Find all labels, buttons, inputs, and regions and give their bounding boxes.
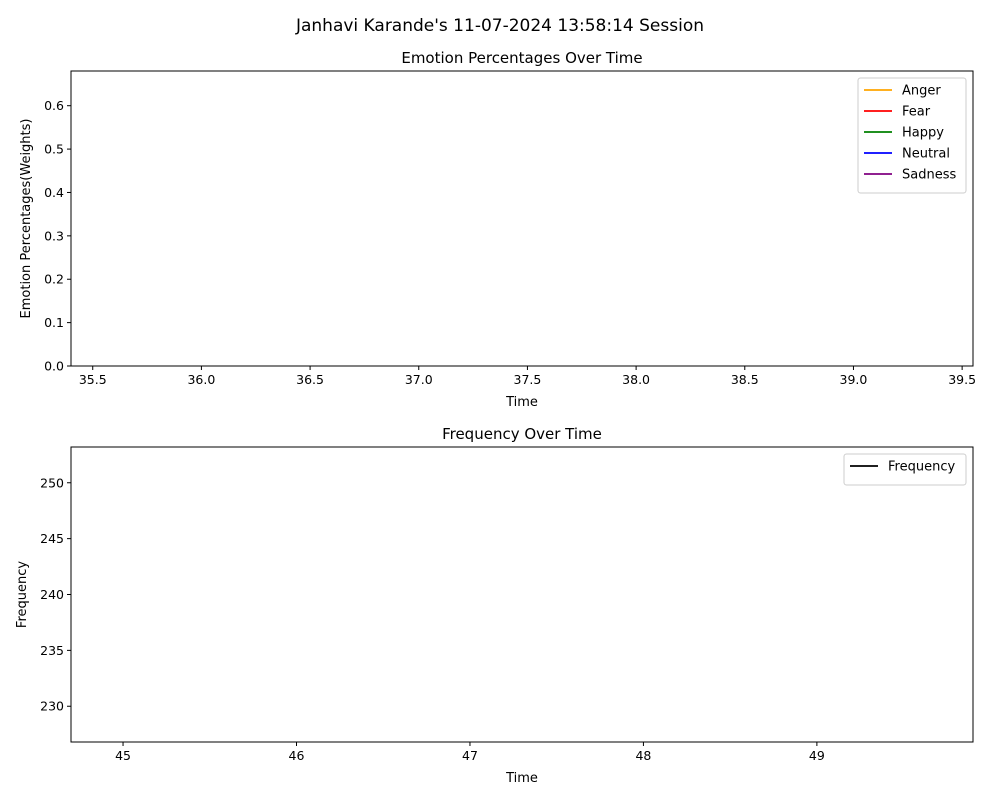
legend-item: Anger bbox=[864, 84, 941, 99]
x-tick-label: 49 bbox=[809, 748, 825, 763]
x-tick-label: 37.0 bbox=[405, 372, 433, 387]
legend-item: Fear bbox=[864, 105, 931, 120]
y-tick-label: 0.2 bbox=[44, 272, 64, 287]
y-tick-label: 0.0 bbox=[44, 359, 64, 374]
x-tick-label: 38.5 bbox=[731, 372, 759, 387]
y-tick-label: 0.1 bbox=[44, 315, 64, 330]
figure-suptitle: Janhavi Karande's 11-07-2024 13:58:14 Se… bbox=[295, 16, 704, 36]
emotion-chart: Emotion Percentages Over Time 35.5 36.0 36.… bbox=[19, 49, 976, 410]
y-tick-label: 0.5 bbox=[44, 142, 64, 157]
x-axis-label: Time bbox=[505, 771, 538, 786]
legend-label: Neutral bbox=[902, 147, 950, 162]
x-tick-label: 35.5 bbox=[79, 372, 107, 387]
legend-item: Neutral bbox=[864, 147, 950, 162]
legend-item: Frequency bbox=[850, 460, 955, 475]
legend-label: Fear bbox=[902, 105, 931, 120]
y-tick-label: 0.4 bbox=[44, 185, 64, 200]
x-tick-label: 36.0 bbox=[187, 372, 215, 387]
y-tick-label: 230 bbox=[40, 699, 64, 714]
y-tick-label: 245 bbox=[40, 531, 64, 546]
legend-label: Happy bbox=[902, 126, 944, 141]
legend-label: Frequency bbox=[888, 460, 955, 475]
y-tick-label: 235 bbox=[40, 643, 64, 658]
plot-area bbox=[70, 70, 974, 367]
y-tick-label: 240 bbox=[40, 587, 64, 602]
legend: Anger Fear Happy Neutral Sadness bbox=[857, 77, 967, 194]
x-tick-label: 36.5 bbox=[296, 372, 324, 387]
y-tick-label: 0.6 bbox=[44, 98, 64, 113]
x-axis-label: Time bbox=[505, 395, 538, 410]
legend-item: Sadness bbox=[864, 168, 956, 183]
chart-title: Emotion Percentages Over Time bbox=[401, 49, 642, 67]
x-tick-label: 39.5 bbox=[948, 372, 976, 387]
legend-label: Anger bbox=[902, 84, 941, 99]
x-tick-label: 39.0 bbox=[840, 372, 868, 387]
y-axis-label: Frequency bbox=[15, 561, 30, 628]
y-axis-label: Emotion Percentages(Weights) bbox=[19, 119, 34, 319]
legend-label: Sadness bbox=[902, 168, 956, 183]
chart-title: Frequency Over Time bbox=[442, 425, 602, 443]
y-tick-label: 0.3 bbox=[44, 228, 64, 243]
legend: Frequency bbox=[843, 453, 967, 486]
x-tick-label: 46 bbox=[289, 748, 305, 763]
y-tick-label: 250 bbox=[40, 475, 64, 490]
x-tick-label: 37.5 bbox=[514, 372, 542, 387]
x-tick-label: 48 bbox=[635, 748, 651, 763]
legend-item: Happy bbox=[864, 126, 944, 141]
frequency-chart: Frequency Over Time 45 46 47 48 49 230 235 240 24… bbox=[15, 425, 974, 786]
x-tick-label: 45 bbox=[115, 748, 131, 763]
legend-box bbox=[857, 77, 967, 194]
x-tick-label: 47 bbox=[462, 748, 478, 763]
legend-box bbox=[843, 453, 967, 486]
x-tick-label: 38.0 bbox=[622, 372, 650, 387]
plot-area bbox=[70, 446, 974, 743]
